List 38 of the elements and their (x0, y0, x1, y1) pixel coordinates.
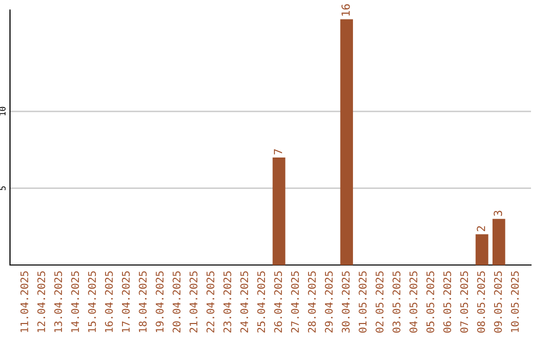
x-tick-label: 13.04.2025 (54, 271, 62, 332)
x-tick-label: 02.05.2025 (376, 271, 384, 333)
x-tick-label: 23.04.2025 (223, 271, 232, 332)
x-tick-label: 05.05.2025 (426, 271, 434, 333)
x-tick-label: 11.04.2025 (20, 271, 28, 332)
x-tick-label: 29.04.2025 (324, 271, 333, 332)
bar (272, 157, 286, 265)
x-tick-label: 24.04.2025 (240, 271, 248, 332)
x-tick-label: 07.05.2025 (460, 271, 468, 333)
x-tick-label: 30.04.2025 (342, 271, 350, 333)
x-tick-label: 16.04.2025 (104, 271, 113, 332)
data-label: 16 (341, 4, 350, 16)
data-label: 3 (494, 210, 502, 216)
x-tick-label: 26.04.2025 (274, 271, 282, 332)
x-tick-label: 19.04.2025 (156, 271, 164, 332)
x-tick-label: 06.05.2025 (443, 271, 452, 333)
x-tick-label: 03.05.2025 (392, 271, 400, 333)
x-tick-label: 15.04.2025 (88, 271, 96, 332)
x-tick-label: 20.04.2025 (172, 271, 181, 332)
x-tick-label: 21.04.2025 (190, 271, 198, 332)
x-tick-label: 25.04.2025 (257, 271, 266, 332)
x-tick-label: 01.05.2025 (358, 271, 367, 333)
bar (492, 218, 506, 265)
data-label: 7 (274, 149, 282, 154)
x-tick-label: 17.04.2025 (122, 271, 130, 332)
x-tick-label: 04.05.2025 (409, 271, 418, 333)
x-tick-label: 09.05.2025 (494, 271, 502, 333)
x-tick-label: 18.04.2025 (138, 271, 147, 332)
bar (340, 19, 353, 265)
data-label: 2 (476, 226, 486, 232)
bar (476, 234, 488, 265)
x-tick-label: 14.04.2025 (71, 271, 80, 332)
x-tick-label: 12.04.2025 (37, 271, 46, 332)
x-tick-label: 10.05.2025 (510, 271, 519, 332)
x-tick-label: 08.05.2025 (477, 271, 485, 333)
x-tick-label: 28.04.2025 (308, 271, 316, 332)
x-tick-label: 22.04.2025 (206, 271, 214, 332)
x-tick-label: 27.04.2025 (291, 271, 299, 332)
